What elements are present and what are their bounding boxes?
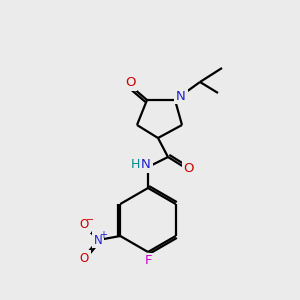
- Text: O: O: [80, 251, 89, 265]
- Text: O: O: [184, 163, 194, 176]
- Text: H: H: [130, 158, 140, 172]
- Text: F: F: [144, 254, 152, 268]
- Text: O: O: [80, 218, 89, 232]
- Text: O: O: [125, 76, 135, 89]
- Text: N: N: [176, 89, 186, 103]
- Text: +: +: [99, 230, 107, 240]
- Text: −: −: [86, 215, 94, 225]
- Text: N: N: [94, 233, 103, 247]
- Text: N: N: [141, 158, 151, 172]
